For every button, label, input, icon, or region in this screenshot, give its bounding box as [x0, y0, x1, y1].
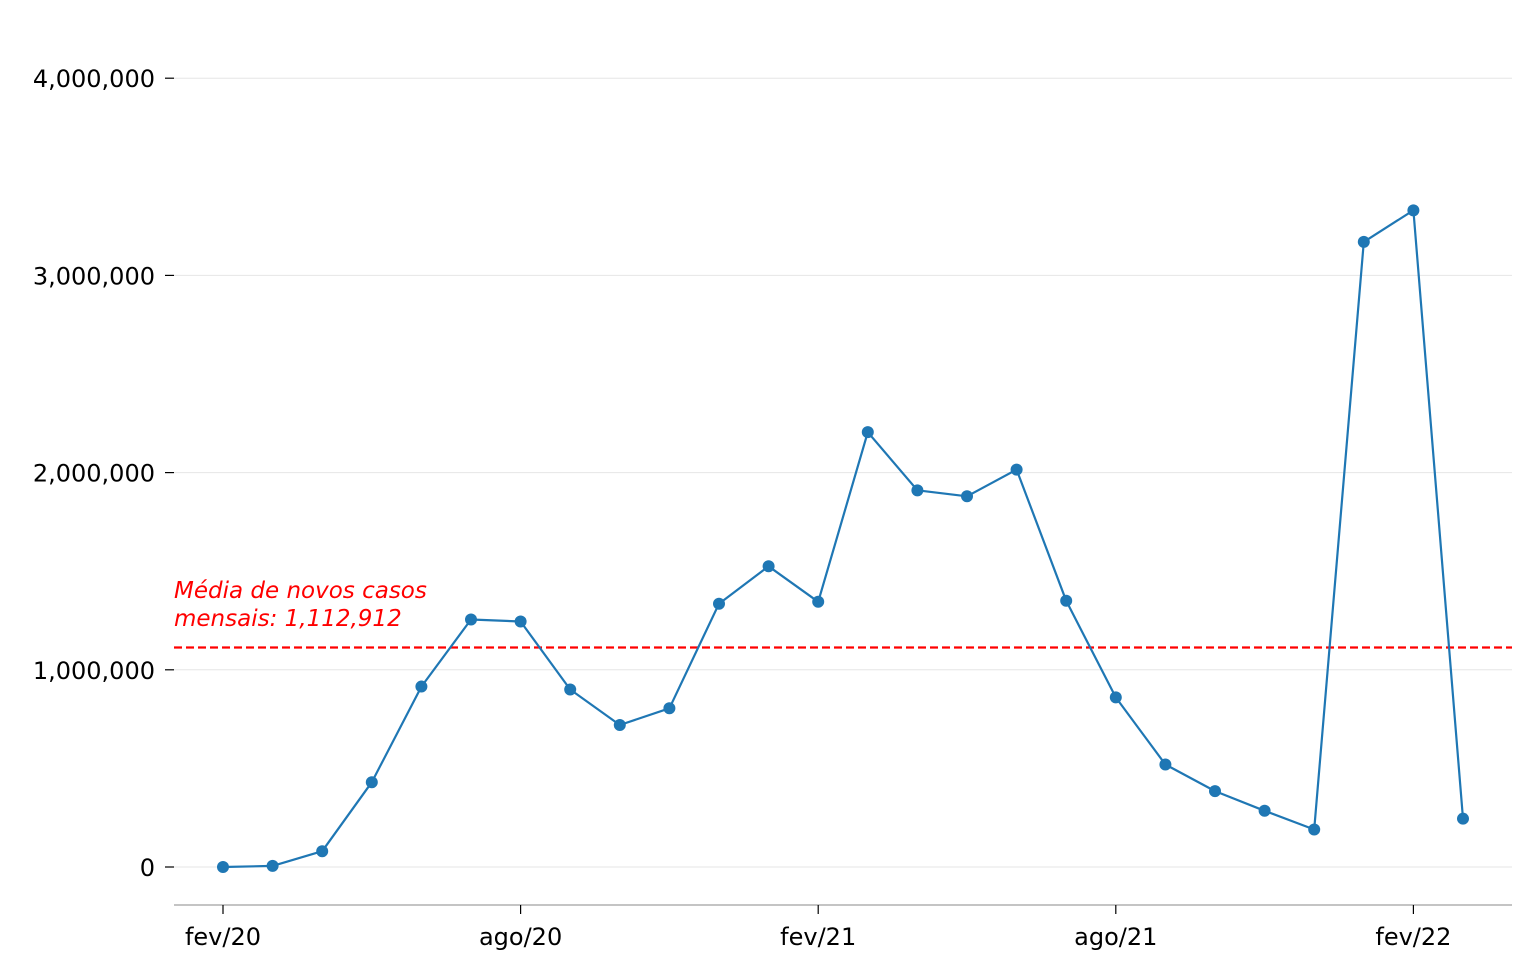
data-point-fev-21 — [812, 595, 825, 608]
x-tick-label: ago/20 — [479, 923, 562, 951]
data-point-out-20 — [613, 719, 626, 732]
x-tick-label: fev/21 — [780, 923, 856, 951]
data-point-dez-20 — [713, 597, 725, 610]
data-point-jun-21 — [1010, 463, 1023, 476]
data-point-out-21 — [1209, 785, 1221, 798]
series-line — [222, 209, 1465, 869]
data-point-jul-20 — [465, 613, 477, 626]
data-point-set-20 — [564, 683, 577, 696]
average-reference: Média de novos casos mensais: 1,112,912 — [174, 578, 1512, 649]
data-point-set-21 — [1159, 758, 1172, 771]
average-annotation-line2: mensais: 1,112,912 — [174, 606, 402, 632]
data-point-nov-21 — [1258, 804, 1271, 817]
data-point-nov-20 — [663, 702, 676, 715]
grid-lines — [174, 77, 1512, 868]
data-point-mai-21 — [961, 490, 973, 503]
average-annotation-line1: Média de novos casos — [174, 578, 427, 604]
data-point-mar-20 — [266, 859, 279, 872]
data-point-jul-21 — [1060, 594, 1073, 607]
series-cases — [222, 209, 1465, 869]
data-point-abr-21 — [911, 484, 924, 497]
data-point-abr-20 — [316, 845, 329, 858]
x-tick-label: fev/22 — [1375, 923, 1451, 951]
data-point-jan-22 — [1357, 235, 1370, 248]
data-point-mar-22 — [1457, 812, 1469, 825]
x-axis-ticks: fev/20 ago/20 fev/21 ago/21 fev/22 — [185, 905, 1451, 951]
y-tick-label: 0 — [140, 854, 155, 882]
y-tick-label: 2,000,000 — [33, 460, 155, 488]
x-tick-label: ago/21 — [1074, 923, 1157, 951]
data-point-ago-20 — [514, 615, 527, 628]
y-axis-ticks: 0 1,000,000 2,000,000 3,000,000 4,000,000 — [33, 65, 174, 882]
y-tick-label: 4,000,000 — [33, 65, 155, 93]
y-tick-label: 3,000,000 — [33, 262, 155, 290]
data-point-fev-20 — [217, 860, 229, 873]
y-tick-label: 1,000,000 — [33, 657, 155, 685]
data-point-dez-21 — [1308, 823, 1321, 836]
series-points — [217, 204, 1469, 873]
data-point-jan-21 — [762, 560, 775, 573]
data-point-jun-20 — [415, 680, 428, 693]
x-tick-label: fev/20 — [185, 923, 261, 951]
data-point-fev-22 — [1407, 204, 1420, 217]
data-point-mar-21 — [861, 426, 874, 439]
data-point-mai-20 — [365, 776, 378, 789]
data-point-ago-21 — [1109, 691, 1122, 704]
